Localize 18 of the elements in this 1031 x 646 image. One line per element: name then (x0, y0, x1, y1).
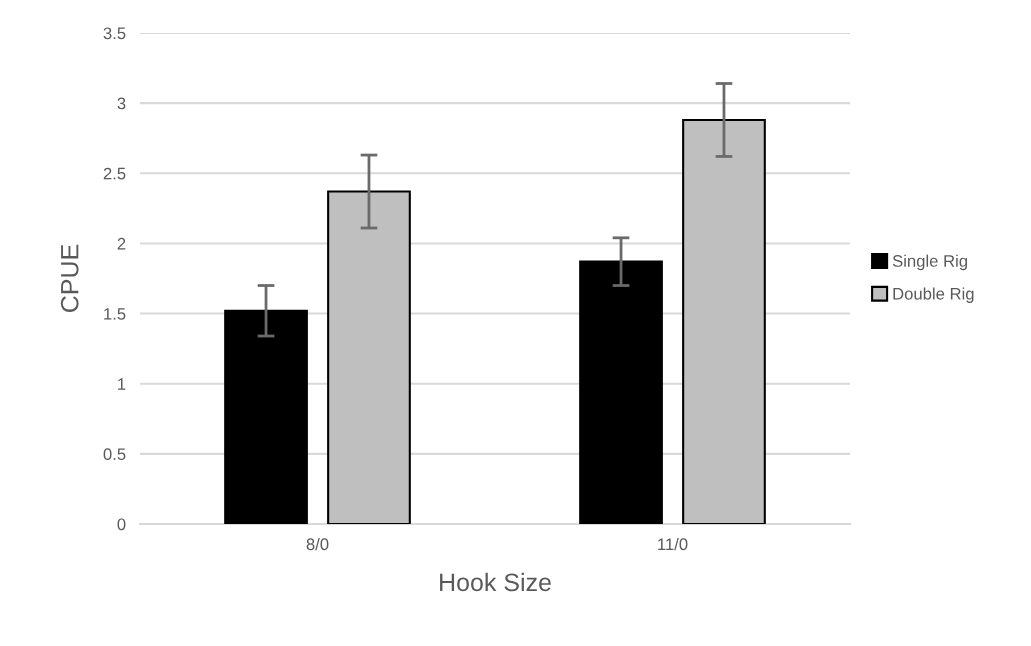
y-tick-label: 0.5 (103, 448, 126, 461)
bar (327, 190, 411, 524)
y-tick-label: 3 (117, 97, 126, 110)
y-tick-label: 2 (117, 237, 126, 250)
y-tick-label: 2.5 (103, 167, 126, 180)
y-tick-label: 1 (118, 378, 126, 390)
x-tick-label: 11/0 (658, 537, 688, 551)
legend-label: Double Rig (893, 287, 974, 303)
bar (682, 118, 766, 524)
x-tick-label: 8/0 (306, 537, 329, 551)
x-axis-title: Hook Size (440, 572, 551, 592)
y-axis-title: CPUE (60, 244, 79, 312)
y-tick-label: 0 (117, 518, 126, 531)
y-tick-label: 3.5 (103, 27, 126, 40)
bar (224, 309, 308, 524)
bar (579, 260, 663, 524)
y-tick-label: 1.5 (104, 308, 126, 320)
legend-label: Single Rig (892, 254, 967, 271)
